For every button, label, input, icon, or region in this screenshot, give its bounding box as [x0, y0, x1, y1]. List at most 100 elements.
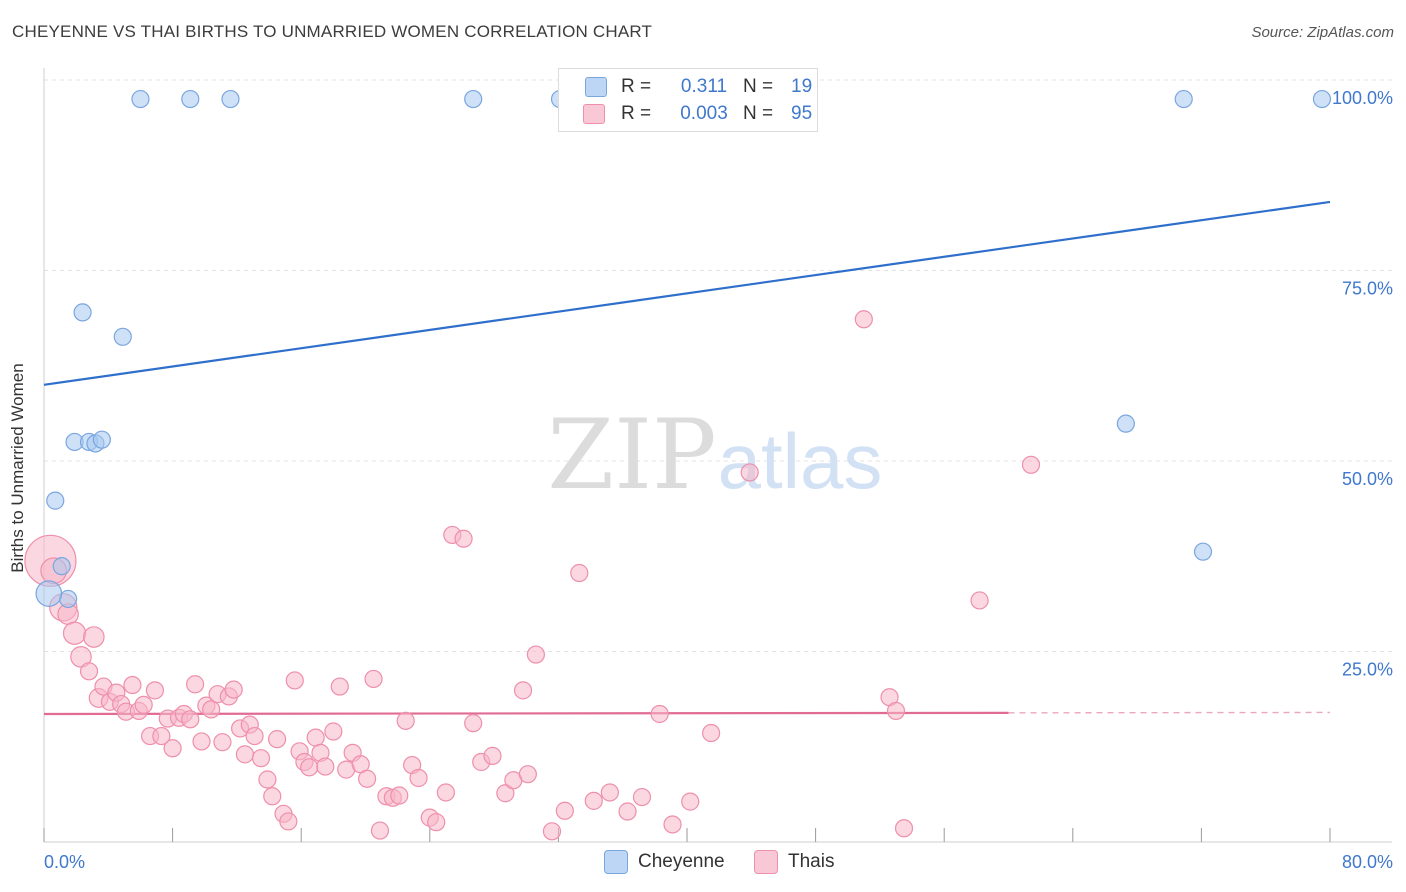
- bottom-legend-label-cheyenne: Cheyenne: [638, 851, 725, 872]
- point-cheyenne: [131, 89, 150, 109]
- gridlines: [44, 79, 1392, 652]
- point-cheyenne: [73, 303, 92, 322]
- point-thais: [245, 726, 264, 746]
- legend-n-label: N =: [743, 76, 774, 97]
- trend-line-cheyenne: [43, 200, 1331, 386]
- tick-labels: 100.0% 75.0% 50.0% 25.0% 0.0% 80.0%: [44, 88, 1393, 872]
- point-cheyenne: [52, 557, 71, 576]
- point-thais: [555, 801, 574, 820]
- legend-row-cheyenne: R = 0.311 N = 19: [585, 75, 812, 99]
- point-thais: [894, 819, 914, 838]
- point-thais: [663, 815, 682, 834]
- point-cheyenne: [92, 430, 111, 449]
- point-thais: [970, 591, 989, 610]
- point-cheyenne: [1193, 542, 1213, 561]
- bottom-legend: Cheyenne Thais: [0, 850, 1406, 878]
- point-cheyenne: [1116, 414, 1135, 433]
- watermark-zip: ZIP: [547, 399, 716, 511]
- point-thais: [618, 802, 637, 821]
- legend-box: R = 0.311 N = 19 R = 0.003 N = 95: [558, 68, 818, 132]
- point-thais: [123, 675, 142, 695]
- point-thais: [454, 529, 473, 548]
- point-cheyenne: [1174, 89, 1193, 109]
- point-cheyenne: [35, 580, 63, 607]
- point-thais: [409, 768, 428, 788]
- point-thais: [436, 783, 455, 802]
- point-thais: [464, 714, 483, 733]
- y-tick-label: 100.0%: [1332, 88, 1393, 108]
- point-thais: [396, 711, 415, 730]
- point-thais: [192, 732, 211, 751]
- y-tick-label: 75.0%: [1342, 279, 1393, 299]
- point-thais: [79, 662, 99, 681]
- point-cheyenne: [1312, 89, 1332, 109]
- point-thais: [886, 701, 906, 721]
- point-cheyenne: [59, 589, 78, 609]
- y-tick-label: 50.0%: [1342, 469, 1393, 489]
- legend-row-thais: R = 0.003 N = 95: [583, 102, 812, 126]
- chart-title: CHEYENNE VS THAI BIRTHS TO UNMARRIED WOM…: [12, 22, 653, 41]
- x-tick-label: 0.0%: [44, 852, 85, 872]
- point-thais: [632, 787, 652, 807]
- legend-r-label: R =: [621, 76, 652, 97]
- point-cheyenne: [181, 89, 200, 109]
- point-thais: [390, 786, 409, 805]
- point-thais: [134, 695, 153, 714]
- point-thais: [518, 765, 537, 784]
- watermark-atlas: atlas: [718, 417, 883, 505]
- point-thais: [213, 733, 232, 752]
- point-thais: [316, 757, 335, 776]
- point-thais: [370, 821, 390, 840]
- point-thais: [300, 758, 319, 777]
- point-thais: [542, 822, 562, 841]
- point-cheyenne: [464, 89, 483, 109]
- point-thais: [267, 730, 287, 749]
- bottom-legend-label-thais: Thais: [788, 851, 835, 872]
- point-thais: [570, 563, 589, 583]
- point-thais: [202, 700, 221, 719]
- watermark: ZIP atlas: [547, 399, 882, 511]
- legend-r-value: 0.003: [680, 103, 728, 124]
- point-thais: [427, 813, 446, 832]
- point-thais: [324, 722, 343, 741]
- legend-n-value: 19: [791, 76, 813, 97]
- point-thais: [186, 675, 205, 694]
- point-thais: [263, 787, 282, 806]
- legend-swatch-cheyenne: [585, 77, 607, 97]
- source-label: Source: ZipAtlas.com: [1251, 24, 1394, 41]
- data-points: [24, 89, 1332, 841]
- legend-r-label: R =: [621, 103, 652, 124]
- y-tick-label: 25.0%: [1342, 660, 1393, 680]
- point-thais: [584, 791, 603, 810]
- point-cheyenne: [113, 327, 132, 346]
- point-thais: [152, 726, 171, 746]
- point-thais: [330, 677, 349, 696]
- legend-r-value: 0.311: [680, 76, 728, 97]
- point-thais: [854, 310, 873, 329]
- point-thais: [279, 812, 298, 831]
- x-tick-label: 80.0%: [1342, 852, 1393, 872]
- point-thais: [702, 723, 721, 743]
- bottom-legend-cheyenne: Cheyenne: [604, 850, 725, 874]
- point-thais: [258, 770, 277, 789]
- point-thais: [496, 784, 515, 803]
- point-thais: [181, 710, 200, 729]
- point-thais: [364, 669, 383, 689]
- point-thais: [235, 745, 255, 764]
- point-thais: [483, 746, 502, 765]
- bottom-legend-swatch-cheyenne: [604, 850, 628, 874]
- bottom-legend-thais: Thais: [754, 850, 834, 874]
- point-thais: [650, 704, 669, 724]
- bottom-legend-swatch-thais: [754, 850, 778, 874]
- point-cheyenne: [221, 89, 240, 109]
- point-thais: [62, 621, 87, 645]
- point-thais: [1021, 455, 1041, 474]
- legend-n-label: N =: [743, 103, 774, 124]
- point-thais: [70, 646, 92, 668]
- point-thais: [145, 681, 165, 700]
- point-thais: [224, 680, 243, 699]
- point-thais: [600, 783, 619, 802]
- point-thais: [513, 681, 533, 700]
- point-cheyenne: [46, 491, 65, 510]
